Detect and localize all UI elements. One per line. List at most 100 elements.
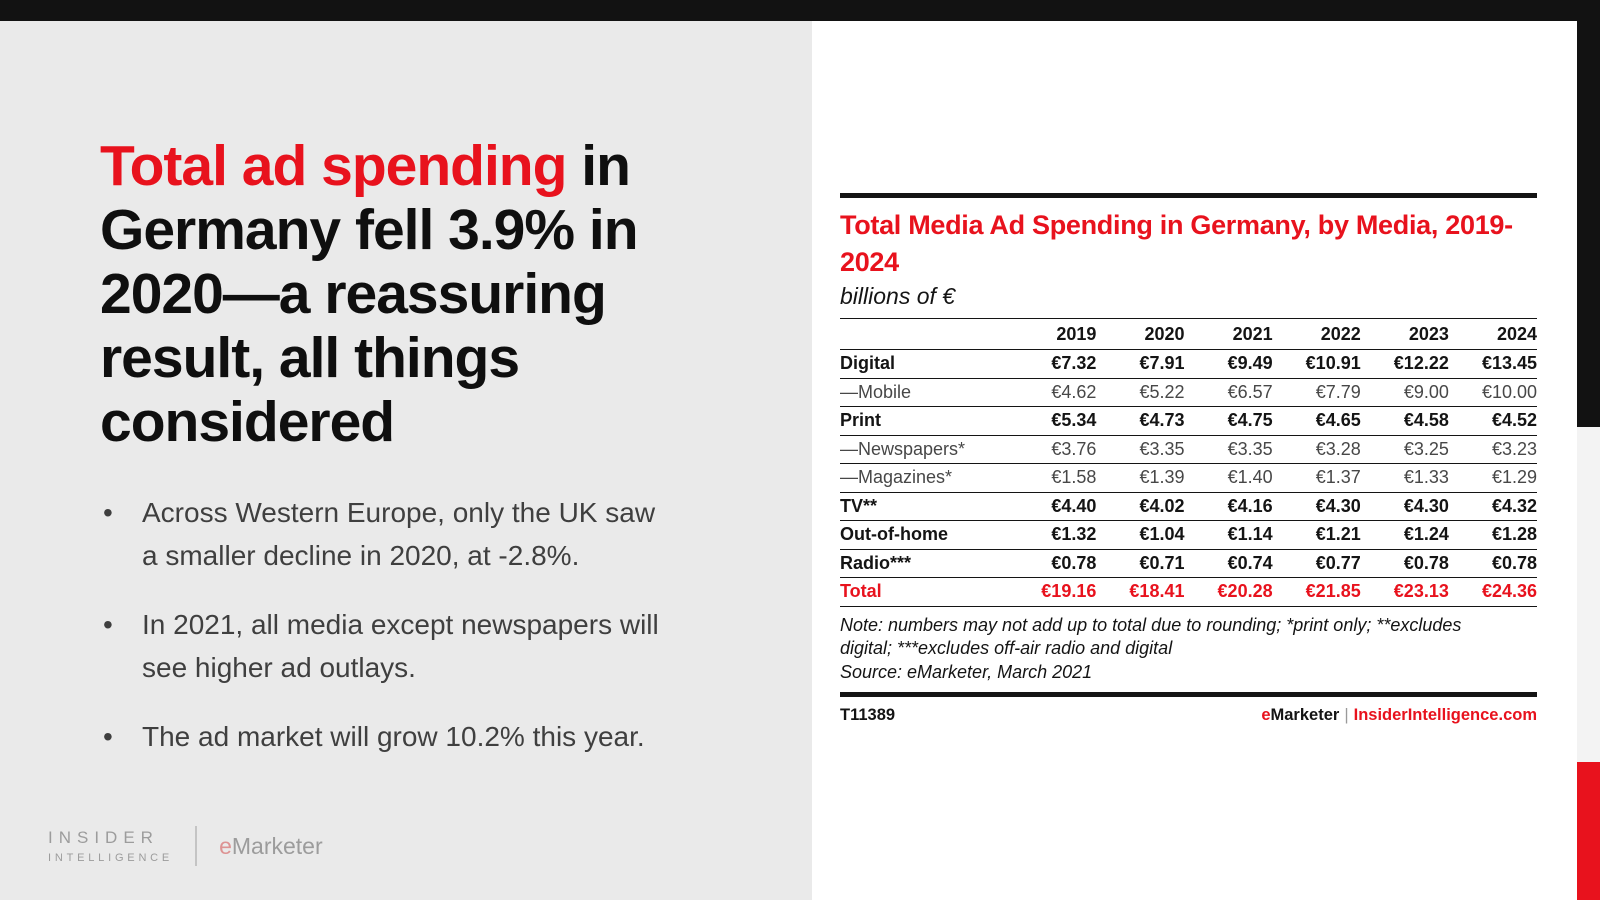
right-edge-gray-bar [1577,427,1600,762]
bullet-item: The ad market will grow 10.2% this year. [100,715,720,758]
cell-value: €4.62 [1008,378,1097,407]
cell-value: €3.28 [1272,435,1361,464]
chart-id: T11389 [840,706,896,724]
column-header: 2019 [1008,318,1097,350]
chart-top-rule [840,193,1537,198]
chart-subtitle: billions of € [840,283,956,309]
bullet-list: Across Western Europe, only the UK saw a… [100,491,720,784]
row-label: —Newspapers* [840,435,1009,464]
column-header: 2024 [1448,318,1537,350]
column-header: 2022 [1272,318,1361,350]
table-row: —Newspapers* €3.76 €3.35 €3.35 €3.28 €3.25 €3.… [840,435,1537,464]
cell-value: €18.41 [1096,577,1185,607]
cell-value: €1.58 [1008,463,1097,493]
cell-value: €0.78 [1360,549,1449,578]
table-row: —Mobile €4.62 €5.22 €6.57 €7.79 €9.00 €10.00 [840,378,1537,407]
row-label: Radio*** [840,549,1009,578]
logo-divider [195,826,198,866]
cell-value: €1.40 [1184,463,1273,493]
chart-footer: T11389 eMarketer | InsiderIntelligence.com [840,706,1537,725]
chart-title: Total Media Ad Spending in Germany, by M… [840,210,1513,277]
emarketer-logo-e: e [219,832,232,859]
footer-separator: | [1344,706,1349,724]
table-row: —Magazines* €1.58 €1.39 €1.40 €1.37 €1.33 €1.2… [840,463,1537,493]
top-bar [0,0,1600,21]
insider-logo-line1: INSIDER [48,828,159,847]
row-label: —Magazines* [840,463,1009,493]
table-row: TV** €4.40 €4.02 €4.16 €4.30 €4.30 €4.32 [840,492,1537,521]
right-edge-black-bar [1577,21,1600,427]
bullet-item: Across Western Europe, only the UK saw a… [100,491,720,577]
column-header: 2020 [1096,318,1185,350]
cell-value: €0.74 [1184,549,1273,578]
cell-value: €5.34 [1008,406,1097,436]
cell-value: €4.65 [1272,406,1361,436]
cell-value: €4.40 [1008,492,1097,521]
cell-value: €4.73 [1096,406,1185,436]
chart-panel: Total Media Ad Spending in Germany, by M… [812,21,1577,900]
cell-value: €6.57 [1184,378,1273,407]
cell-value: €7.91 [1096,349,1185,379]
cell-value: €0.78 [1448,549,1537,578]
cell-value: €4.52 [1448,406,1537,436]
cell-value: €1.33 [1360,463,1449,493]
cell-value: €19.16 [1008,577,1097,607]
cell-value: €7.79 [1272,378,1361,407]
insider-logo-line2: INTELLIGENCE [48,852,174,864]
footer-emarketer-e: e [1261,706,1271,724]
row-label: TV** [840,492,1009,521]
cell-value: €10.00 [1448,378,1537,407]
cell-value: €4.02 [1096,492,1185,521]
cell-value: €3.23 [1448,435,1537,464]
cell-value: €13.45 [1448,349,1537,379]
cell-value: €5.22 [1096,378,1185,407]
chart-note: Note: numbers may not add up to total du… [840,614,1462,659]
headline-rest-text: in Germany fell 3.9% in 2020—a reassurin… [100,134,639,454]
cell-value: €1.24 [1360,520,1449,550]
brand-lockup: INSIDER INTELLIGENCE eMarketer [48,826,323,866]
emarketer-logo-rest: Marketer [231,832,323,859]
cell-value: €20.28 [1184,577,1273,607]
chart-source: Source: eMarketer, March 2021 [840,661,1093,682]
cell-value: €24.36 [1448,577,1537,607]
cell-value: €1.28 [1448,520,1537,550]
cell-value: €4.58 [1360,406,1449,436]
cell-value: €4.30 [1272,492,1361,521]
headline: Total ad spending in Germany fell 3.9% i… [100,134,730,454]
headline-red-text: Total ad spending [100,134,567,198]
cell-value: €3.25 [1360,435,1449,464]
media-spending-chart: Total Media Ad Spending in Germany, by M… [840,193,1537,725]
cell-value: €1.14 [1184,520,1273,550]
table-row: Digital €7.32 €7.91 €9.49 €10.91 €12.22 €13.45 [840,349,1537,379]
cell-value: €9.49 [1184,349,1273,379]
column-header: 2023 [1360,318,1449,350]
cell-value: €10.91 [1272,349,1361,379]
table-row: Out-of-home €1.32 €1.04 €1.14 €1.21 €1.24 €1.2… [840,520,1537,550]
row-label: Out-of-home [840,520,1009,550]
cell-value: €0.77 [1272,549,1361,578]
cell-value: €1.21 [1272,520,1361,550]
table-row: Total €19.16 €18.41 €20.28 €21.85 €23.13 €24.3… [840,577,1537,607]
cell-value: €23.13 [1360,577,1449,607]
cell-value: €4.75 [1184,406,1273,436]
chart-bottom-rule [840,692,1537,697]
footer-site-url: InsiderIntelligence.com [1353,706,1537,724]
column-header: 2021 [1184,318,1273,350]
cell-value: €1.04 [1096,520,1185,550]
cell-value: €0.78 [1008,549,1097,578]
media-table-body: Digital €7.32 €7.91 €9.49 €10.91 €12.22 €13.45… [840,349,1537,607]
bullet-item: In 2021, all media except newspapers wil… [100,603,720,689]
cell-value: €21.85 [1272,577,1361,607]
cell-value: €4.30 [1360,492,1449,521]
row-label: Total [840,577,1009,607]
cell-value: €1.29 [1448,463,1537,493]
cell-value: €3.76 [1008,435,1097,464]
row-label: Digital [840,349,1009,379]
cell-value: €9.00 [1360,378,1449,407]
row-label: Print [840,406,1009,436]
cell-value: €4.16 [1184,492,1273,521]
table-row: Print €5.34 €4.73 €4.75 €4.65 €4.58 €4.52 [840,406,1537,436]
row-label: —Mobile [840,378,1009,407]
cell-value: €0.71 [1096,549,1185,578]
